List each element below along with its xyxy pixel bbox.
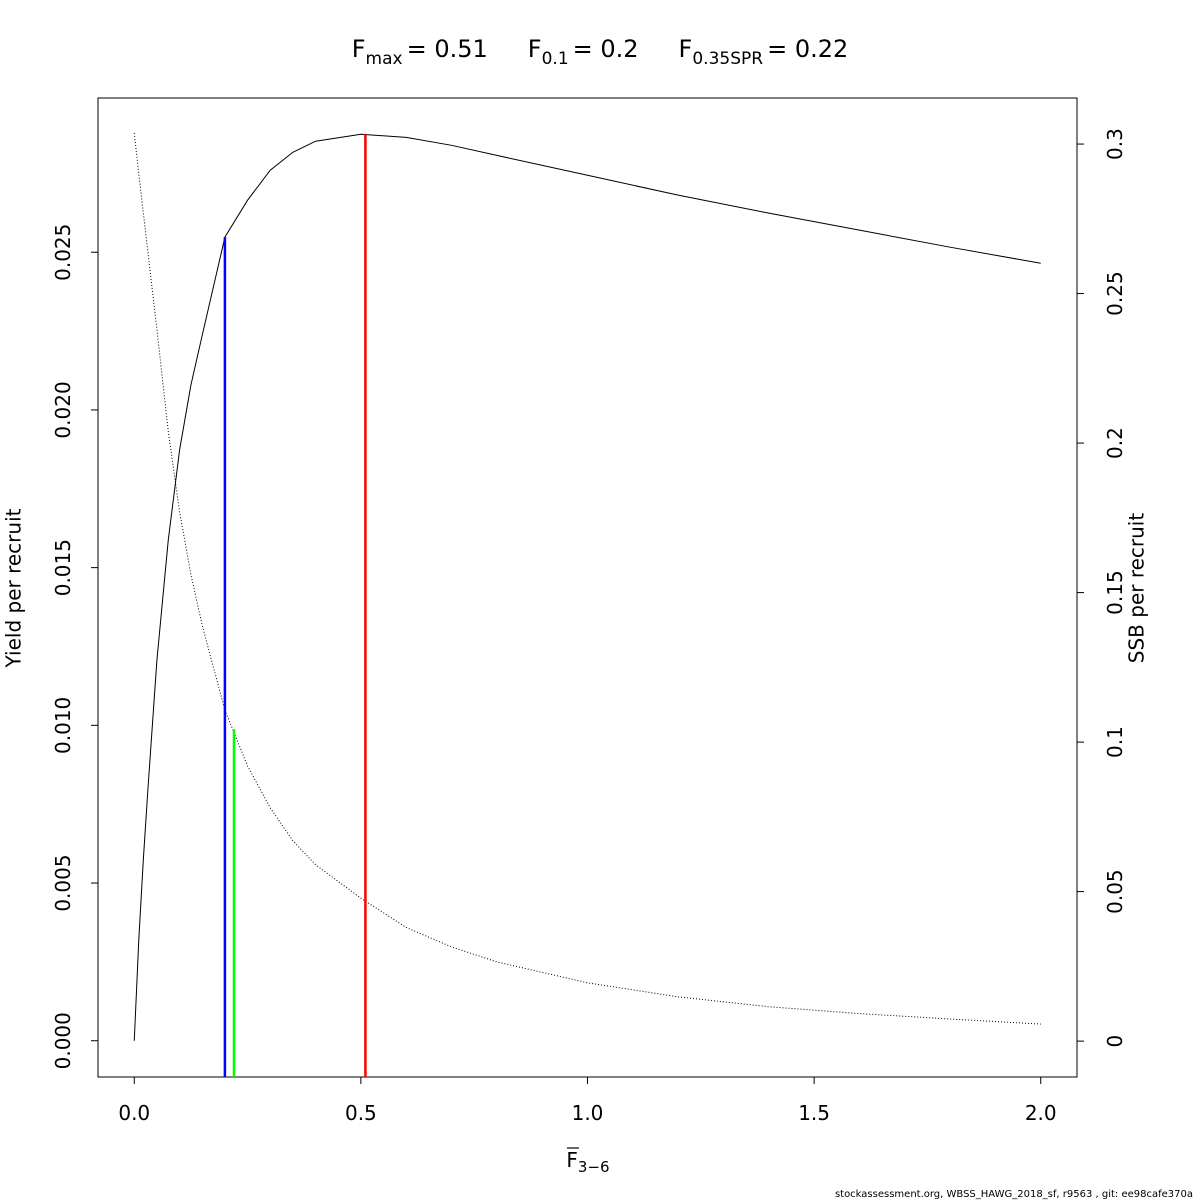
y2-tick-label: 0.2 <box>1103 427 1127 459</box>
y2-tick-label: 0.3 <box>1103 128 1127 160</box>
y-tick-label: 0.010 <box>51 697 75 754</box>
y2-tick-label: 0.25 <box>1103 271 1127 316</box>
y2-tick-label: 0.15 <box>1103 570 1127 615</box>
y-axis-label: Yield per recruit <box>2 508 26 668</box>
x-tick-label: 2.0 <box>1025 1101 1057 1125</box>
y2-axis-label: SSB per recruit <box>1125 513 1149 664</box>
y2-tick-label: 0.1 <box>1103 726 1127 758</box>
title-value: = 0.2 <box>573 35 639 63</box>
x-label-subscript: 3−6 <box>578 1158 610 1176</box>
plot-frame <box>97 97 1078 1078</box>
x-tick-label: 0.0 <box>118 1101 150 1125</box>
title-subscript: max <box>366 49 403 69</box>
footer: stockassessment.org, WBSS_HAWG_2018_sf, … <box>835 1189 1193 1200</box>
y-tick-label: 0.025 <box>51 224 75 281</box>
title-subscript: 0.35SPR <box>692 49 763 69</box>
x-tick-label: 1.0 <box>572 1101 604 1125</box>
y-tick-label: 0.005 <box>51 854 75 911</box>
chart-title: Fmax = 0.51 F0.1 = 0.2 F0.35SPR = 0.22 <box>352 35 849 69</box>
y-tick-label: 0.015 <box>51 539 75 596</box>
x-tick-label: 0.5 <box>345 1101 377 1125</box>
x-tick-label: 1.5 <box>798 1101 830 1125</box>
title-symbol: F <box>679 35 693 63</box>
title-value: = 0.22 <box>767 35 848 63</box>
title-symbol: F <box>352 35 366 63</box>
title-value: = 0.51 <box>407 35 488 63</box>
y-tick-label: 0.000 <box>51 1012 75 1069</box>
y-tick-label: 0.020 <box>51 381 75 438</box>
y2-tick-label: 0.05 <box>1103 869 1127 914</box>
x-label-symbol: F <box>566 1148 578 1172</box>
x-axis-label: F3−6 <box>566 1148 609 1176</box>
series-line <box>133 132 1041 1025</box>
title-subscript: 0.1 <box>542 49 569 69</box>
y2-tick-label: 0 <box>1103 1035 1127 1048</box>
title-symbol: F <box>528 35 542 63</box>
series-line <box>133 133 1041 1041</box>
